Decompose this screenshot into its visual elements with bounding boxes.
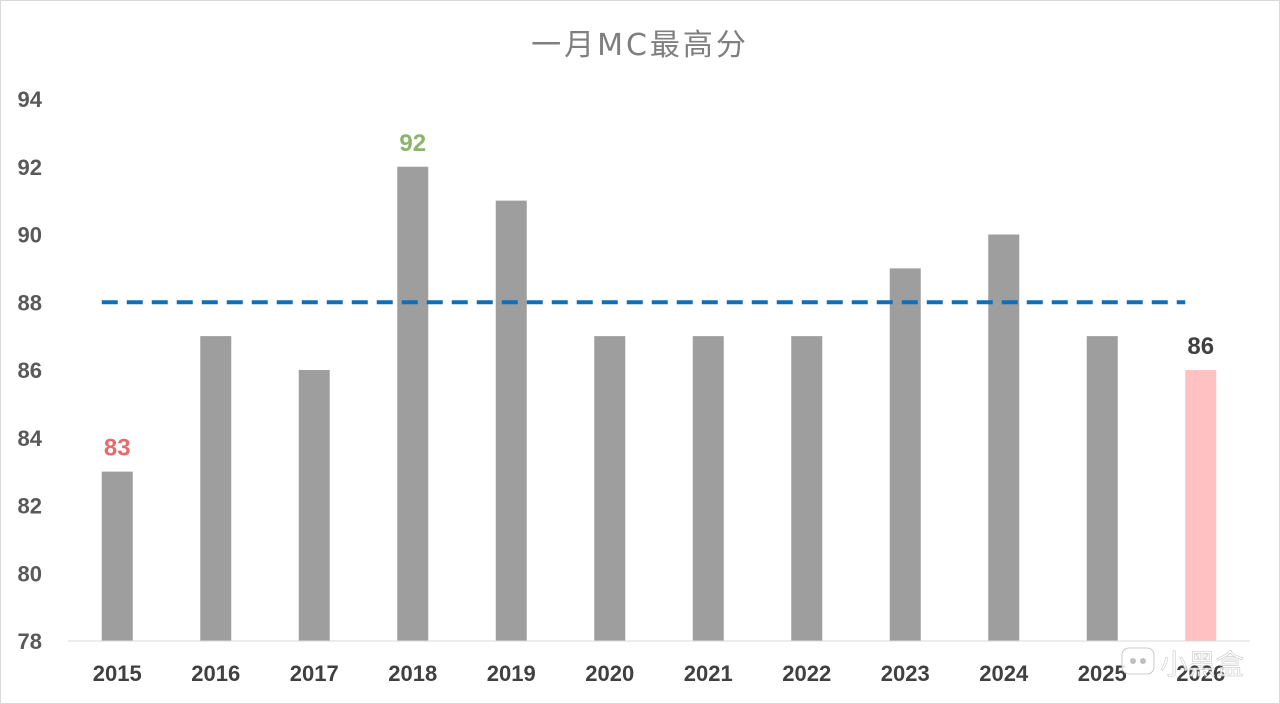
watermark-text: 小黑盒 xyxy=(1160,648,1244,681)
y-tick-label: 94 xyxy=(18,87,43,112)
bar-2024 xyxy=(988,234,1020,641)
x-tick-label: 2022 xyxy=(782,661,831,686)
x-tick-label: 2015 xyxy=(93,661,142,686)
x-tick-label: 2024 xyxy=(979,661,1029,686)
x-tick-label: 2019 xyxy=(487,661,536,686)
x-tick-label: 2025 xyxy=(1078,661,1127,686)
y-tick-label: 90 xyxy=(18,223,42,248)
bar-2017 xyxy=(298,370,330,641)
y-tick-label: 82 xyxy=(18,494,42,519)
bar-2016 xyxy=(200,336,232,641)
y-tick-label: 84 xyxy=(18,426,43,451)
data-label-2026: 86 xyxy=(1187,333,1214,360)
bar-2025 xyxy=(1086,336,1118,641)
x-tick-label: 2017 xyxy=(290,661,339,686)
bar-2020 xyxy=(594,336,626,641)
bar-2022 xyxy=(791,336,823,641)
bars xyxy=(101,166,1217,641)
bar-2021 xyxy=(692,336,724,641)
y-tick-label: 80 xyxy=(18,561,42,586)
bar-2023 xyxy=(889,268,921,641)
heybox-logo-icon xyxy=(1121,647,1155,675)
x-tick-label: 2021 xyxy=(684,661,733,686)
chart-title: 一月MC最高分 xyxy=(531,28,749,63)
x-tick-label: 2018 xyxy=(388,661,437,686)
y-tick-label: 78 xyxy=(18,629,42,654)
bar-2019 xyxy=(495,200,527,641)
x-tick-label: 2016 xyxy=(191,661,240,686)
x-tick-label: 2020 xyxy=(585,661,634,686)
data-label-2018: 92 xyxy=(399,130,426,157)
data-labels: 83 92 86 xyxy=(104,130,1214,462)
watermark: 小黑盒 xyxy=(1121,647,1244,681)
y-tick-label: 86 xyxy=(18,358,42,383)
x-tick-label: 2026 xyxy=(1176,661,1225,686)
y-axis: 78 80 82 84 86 88 90 92 94 xyxy=(18,87,43,654)
y-tick-label: 88 xyxy=(18,290,42,315)
x-axis: 2015 2016 2017 2018 2019 2020 2021 2022 2023 2024… xyxy=(93,661,1225,686)
bar-2026 xyxy=(1185,370,1217,641)
bar-2018 xyxy=(397,166,429,641)
data-label-2015: 83 xyxy=(104,435,131,462)
y-tick-label: 92 xyxy=(18,155,42,180)
x-tick-label: 2023 xyxy=(881,661,930,686)
bar-2015 xyxy=(101,471,133,641)
